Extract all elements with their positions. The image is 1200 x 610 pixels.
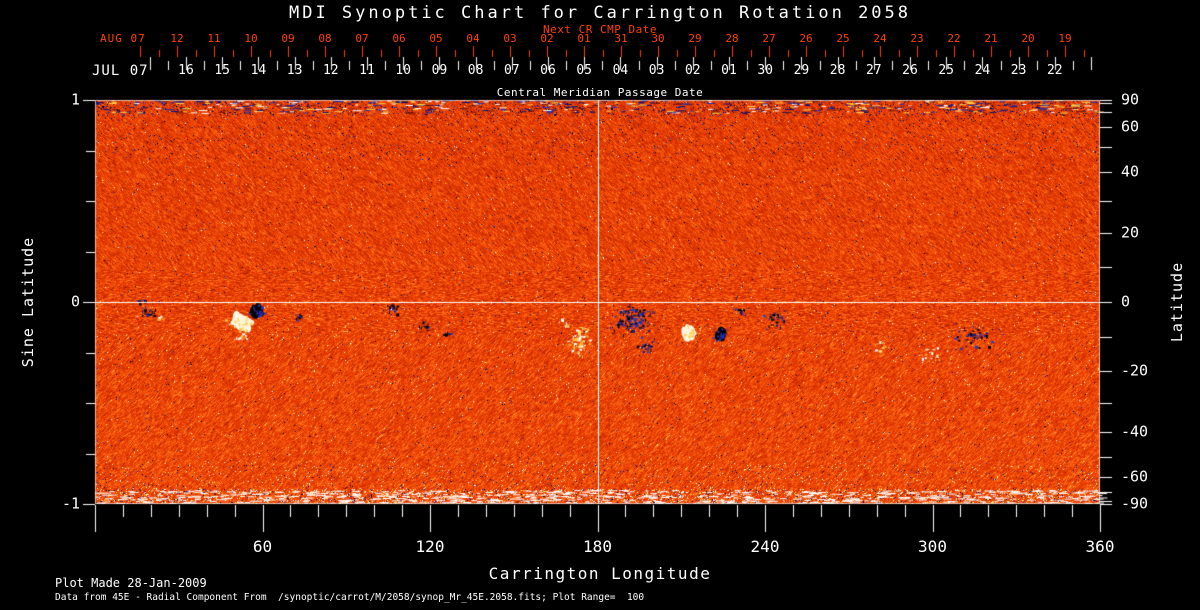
- latitude-tick-label: 90: [1121, 90, 1140, 109]
- cmp-date-tick-label: 30: [757, 63, 774, 78]
- data-source-footer: Data from 45E - Radial Component From /s…: [55, 592, 645, 603]
- latitude-tick-label: -60: [1121, 467, 1149, 486]
- left-axis-title: Sine Latitude: [19, 236, 37, 368]
- latitude-tick-label: 20: [1121, 223, 1140, 242]
- cmp-axis-title: Central Meridian Passage Date: [496, 86, 704, 99]
- cmp-date-tick-label: 09: [431, 63, 448, 78]
- next-cr-date-tick-label: 29: [688, 32, 702, 45]
- latitude-tick-label: -40: [1121, 422, 1149, 441]
- next-cr-date-tick-label: 09: [281, 32, 295, 45]
- next-cr-date-tick-label: 06: [392, 32, 406, 45]
- longitude-tick-label: 180: [583, 537, 612, 556]
- cmp-date-tick-label: 15: [214, 63, 231, 78]
- right-axis-title: Latitude: [1168, 261, 1186, 343]
- cmp-date-tick-label: 12: [322, 63, 339, 78]
- next-cr-date-tick-label: 07: [355, 32, 369, 45]
- x-axis-title: Carrington Longitude: [488, 564, 712, 583]
- next-cr-date-tick-label: 19: [1058, 32, 1072, 45]
- latitude-tick-label: 0: [1121, 292, 1131, 311]
- plot-made-footer: Plot Made 28-Jan-2009: [55, 576, 207, 590]
- cmp-date-tick-label: 25: [938, 63, 955, 78]
- cmp-date-tick-label: 07: [503, 63, 520, 78]
- cmp-date-tick-label: 01: [721, 63, 737, 78]
- longitude-tick-label: 240: [750, 537, 780, 556]
- longitude-tick-label: 60: [252, 537, 273, 556]
- next-cr-date-tick-label: 30: [651, 32, 665, 45]
- next-cr-date-tick-label: 20: [1021, 32, 1035, 45]
- next-cr-cmp-date-axis-title: Next CR CMP Date: [543, 23, 657, 36]
- cmp-date-tick-label: 29: [793, 63, 810, 78]
- next-cr-date-tick-label: 23: [910, 32, 924, 45]
- next-cr-date-tick-label: 02: [540, 32, 554, 45]
- latitude-tick-label: -90: [1121, 494, 1149, 513]
- next-cr-date-tick-label: 01: [577, 32, 591, 45]
- next-cr-era-label: AUG 07: [100, 32, 146, 45]
- latitude-tick-label: 40: [1121, 162, 1140, 181]
- longitude-tick-label: 360: [1085, 537, 1115, 556]
- cmp-date-tick-label: 06: [540, 63, 556, 78]
- cmp-date-tick-label: 02: [684, 63, 701, 78]
- next-cr-date-tick-label: 31: [614, 32, 628, 45]
- cmp-date-tick-label: 14: [250, 63, 267, 78]
- cmp-date-tick-label: 22: [1046, 63, 1063, 78]
- chart-title: MDI Synoptic Chart for Carrington Rotati…: [288, 3, 912, 23]
- cmp-era-label: JUL 07: [92, 63, 149, 79]
- next-cr-date-tick-label: 24: [873, 32, 887, 45]
- longitude-tick-label: 300: [918, 537, 947, 556]
- next-cr-date-tick-label: 04: [466, 32, 480, 45]
- longitude-tick-label: 120: [415, 537, 445, 556]
- next-cr-date-tick-label: 11: [207, 32, 221, 45]
- cmp-date-tick-label: 28: [829, 63, 846, 78]
- sine-latitude-tick-label: 0: [70, 292, 80, 311]
- cmp-date-tick-label: 04: [612, 63, 629, 78]
- sine-latitude-tick-label: 1: [70, 90, 80, 109]
- next-cr-date-tick-label: 26: [799, 32, 813, 45]
- next-cr-date-tick-label: 21: [984, 32, 998, 45]
- next-cr-date-tick-label: 03: [503, 32, 517, 45]
- cmp-date-tick-label: 13: [286, 63, 303, 78]
- next-cr-date-tick-label: 05: [429, 32, 443, 45]
- cmp-date-tick-label: 23: [1010, 63, 1027, 78]
- cmp-date-tick-label: 10: [395, 63, 412, 78]
- cmp-date-tick-label: 27: [865, 63, 882, 78]
- next-cr-date-tick-label: 25: [836, 32, 850, 45]
- next-cr-date-tick-label: 22: [947, 32, 961, 45]
- next-cr-date-tick-label: 08: [318, 32, 332, 45]
- cmp-date-tick-label: 24: [974, 63, 991, 78]
- cmp-date-tick-label: 03: [648, 63, 665, 78]
- cmp-date-tick-label: 08: [467, 63, 484, 78]
- latitude-tick-label: -20: [1121, 361, 1149, 380]
- latitude-tick-label: 60: [1121, 117, 1140, 136]
- next-cr-date-tick-label: 12: [170, 32, 184, 45]
- cmp-date-tick-label: 05: [576, 63, 593, 78]
- next-cr-date-tick-label: 27: [762, 32, 776, 45]
- next-cr-date-tick-label: 10: [244, 32, 258, 45]
- sine-latitude-tick-label: -1: [61, 494, 80, 513]
- cmp-date-tick-label: 11: [359, 63, 375, 78]
- cmp-date-tick-label: 26: [902, 63, 918, 78]
- next-cr-date-tick-label: 28: [725, 32, 739, 45]
- cmp-date-tick-label: 16: [178, 63, 194, 78]
